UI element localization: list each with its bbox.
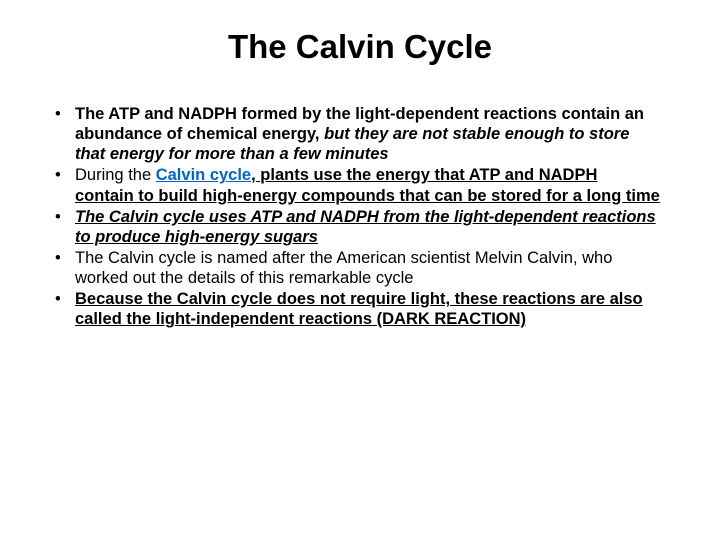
bullet-item: The ATP and NADPH formed by the light-de… [75, 104, 660, 164]
bullet-text-part: During the [75, 166, 156, 184]
bullet-text-part: Because the Calvin cycle does not requir… [75, 290, 643, 328]
bullet-text-part: The Calvin cycle is named after the Amer… [75, 249, 612, 287]
bullet-list: The ATP and NADPH formed by the light-de… [30, 104, 690, 329]
bullet-item: The Calvin cycle is named after the Amer… [75, 248, 660, 288]
bullet-item: The Calvin cycle uses ATP and NADPH from… [75, 207, 660, 247]
bullet-item: Because the Calvin cycle does not requir… [75, 289, 660, 329]
bullet-text-part: Calvin cycle [156, 166, 251, 184]
bullet-item: During the Calvin cycle, plants use the … [75, 165, 660, 205]
bullet-text-part: The Calvin cycle uses ATP and NADPH from… [75, 208, 656, 246]
slide-title: The Calvin Cycle [30, 28, 690, 66]
